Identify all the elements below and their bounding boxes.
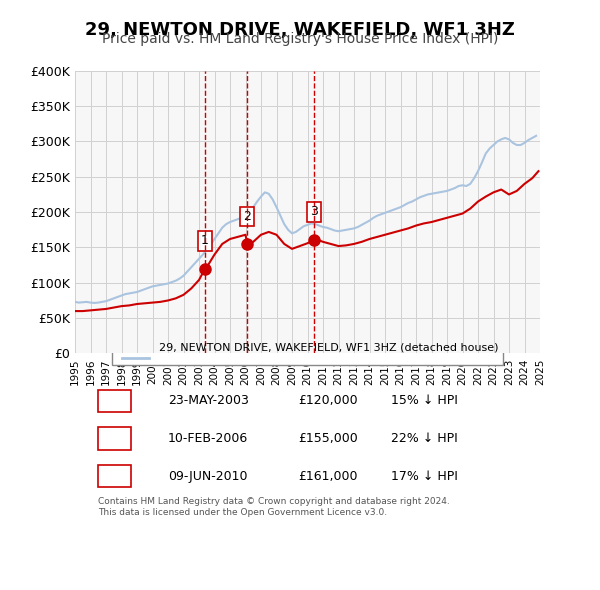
Text: Price paid vs. HM Land Registry's House Price Index (HPI): Price paid vs. HM Land Registry's House … (102, 32, 498, 47)
FancyBboxPatch shape (112, 342, 503, 365)
Text: £120,000: £120,000 (298, 394, 358, 407)
Text: £161,000: £161,000 (298, 470, 358, 483)
Text: 1: 1 (201, 234, 209, 247)
Text: 17% ↓ HPI: 17% ↓ HPI (391, 470, 458, 483)
FancyBboxPatch shape (98, 465, 131, 487)
Text: 3: 3 (310, 205, 318, 218)
Text: 23-MAY-2003: 23-MAY-2003 (168, 394, 249, 407)
Text: 15% ↓ HPI: 15% ↓ HPI (391, 394, 458, 407)
Text: 3: 3 (110, 470, 119, 483)
FancyBboxPatch shape (98, 389, 131, 412)
Text: 10-FEB-2006: 10-FEB-2006 (168, 432, 248, 445)
Text: 22% ↓ HPI: 22% ↓ HPI (391, 432, 458, 445)
FancyBboxPatch shape (98, 427, 131, 450)
Text: £155,000: £155,000 (298, 432, 358, 445)
Text: HPI: Average price, detached house, Wakefield: HPI: Average price, detached house, Wake… (158, 353, 419, 363)
Text: 29, NEWTON DRIVE, WAKEFIELD, WF1 3HZ (detached house): 29, NEWTON DRIVE, WAKEFIELD, WF1 3HZ (de… (158, 342, 498, 352)
Text: 29, NEWTON DRIVE, WAKEFIELD, WF1 3HZ: 29, NEWTON DRIVE, WAKEFIELD, WF1 3HZ (85, 21, 515, 39)
Text: 09-JUN-2010: 09-JUN-2010 (168, 470, 248, 483)
Text: 2: 2 (110, 432, 119, 445)
Text: 1: 1 (110, 394, 119, 407)
Text: 2: 2 (243, 209, 251, 223)
Text: Contains HM Land Registry data © Crown copyright and database right 2024.
This d: Contains HM Land Registry data © Crown c… (98, 497, 450, 516)
